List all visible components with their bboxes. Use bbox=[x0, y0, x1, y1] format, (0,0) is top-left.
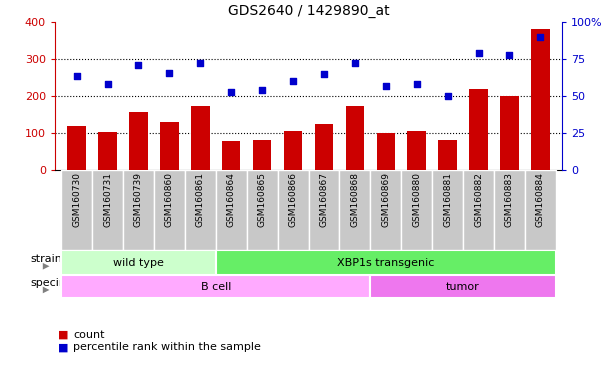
Point bbox=[474, 50, 483, 56]
Text: specimen: specimen bbox=[30, 278, 84, 288]
Text: GSM160739: GSM160739 bbox=[134, 172, 143, 227]
Point bbox=[257, 88, 267, 94]
Point bbox=[535, 34, 545, 40]
Bar bbox=[253, 140, 272, 170]
Bar bbox=[216, 250, 556, 275]
Text: XBP1s transgenic: XBP1s transgenic bbox=[337, 258, 435, 268]
Bar bbox=[61, 275, 370, 298]
Point bbox=[103, 81, 112, 87]
Text: GSM160860: GSM160860 bbox=[165, 172, 174, 227]
Point bbox=[227, 89, 236, 95]
Text: GSM160882: GSM160882 bbox=[474, 172, 483, 227]
Bar bbox=[67, 126, 86, 170]
Text: strain: strain bbox=[30, 254, 62, 264]
Text: GSM160731: GSM160731 bbox=[103, 172, 112, 227]
Bar bbox=[191, 106, 210, 170]
Bar bbox=[340, 170, 370, 250]
Point bbox=[133, 61, 143, 68]
Text: GSM160868: GSM160868 bbox=[350, 172, 359, 227]
Bar bbox=[216, 170, 246, 250]
Bar bbox=[432, 170, 463, 250]
Point bbox=[412, 81, 421, 87]
Bar bbox=[407, 131, 426, 170]
Bar bbox=[308, 170, 340, 250]
Text: GSM160864: GSM160864 bbox=[227, 172, 236, 227]
Text: tumor: tumor bbox=[446, 281, 480, 291]
Bar bbox=[246, 170, 278, 250]
Bar bbox=[346, 106, 364, 170]
Text: count: count bbox=[73, 330, 105, 340]
Point bbox=[288, 78, 298, 84]
Bar bbox=[531, 30, 550, 170]
Text: GSM160861: GSM160861 bbox=[196, 172, 205, 227]
Text: ■: ■ bbox=[58, 342, 69, 353]
Point bbox=[195, 60, 205, 66]
Bar bbox=[61, 250, 216, 275]
Text: GSM160880: GSM160880 bbox=[412, 172, 421, 227]
Bar bbox=[525, 170, 556, 250]
Point bbox=[72, 73, 82, 79]
Bar bbox=[160, 122, 178, 170]
Point bbox=[505, 52, 514, 58]
Point bbox=[319, 71, 329, 77]
Bar bbox=[438, 141, 457, 170]
Point bbox=[165, 70, 174, 76]
Bar bbox=[370, 275, 556, 298]
Bar bbox=[284, 131, 302, 170]
Bar bbox=[370, 170, 401, 250]
Bar bbox=[222, 141, 240, 170]
Text: GSM160866: GSM160866 bbox=[288, 172, 297, 227]
Text: percentile rank within the sample: percentile rank within the sample bbox=[73, 342, 261, 353]
Text: ■: ■ bbox=[58, 330, 69, 340]
Point bbox=[381, 83, 391, 89]
Bar bbox=[61, 170, 92, 250]
Text: GSM160881: GSM160881 bbox=[443, 172, 452, 227]
Bar bbox=[494, 170, 525, 250]
Bar bbox=[185, 170, 216, 250]
Text: GSM160865: GSM160865 bbox=[258, 172, 267, 227]
Bar bbox=[99, 132, 117, 170]
Bar bbox=[278, 170, 308, 250]
Bar bbox=[376, 133, 395, 170]
Text: GSM160730: GSM160730 bbox=[72, 172, 81, 227]
Point bbox=[350, 60, 359, 66]
Point bbox=[443, 93, 453, 99]
Text: wild type: wild type bbox=[113, 258, 164, 268]
Text: GSM160883: GSM160883 bbox=[505, 172, 514, 227]
Text: GDS2640 / 1429890_at: GDS2640 / 1429890_at bbox=[228, 4, 389, 18]
Bar bbox=[469, 89, 488, 170]
Bar bbox=[129, 112, 148, 170]
Text: GSM160869: GSM160869 bbox=[381, 172, 390, 227]
Text: GSM160884: GSM160884 bbox=[536, 172, 545, 227]
Bar bbox=[92, 170, 123, 250]
Bar bbox=[315, 124, 333, 170]
Bar bbox=[463, 170, 494, 250]
Bar bbox=[401, 170, 432, 250]
Bar bbox=[154, 170, 185, 250]
Text: GSM160867: GSM160867 bbox=[320, 172, 329, 227]
Bar bbox=[123, 170, 154, 250]
Bar bbox=[500, 96, 519, 170]
Text: B cell: B cell bbox=[201, 281, 231, 291]
